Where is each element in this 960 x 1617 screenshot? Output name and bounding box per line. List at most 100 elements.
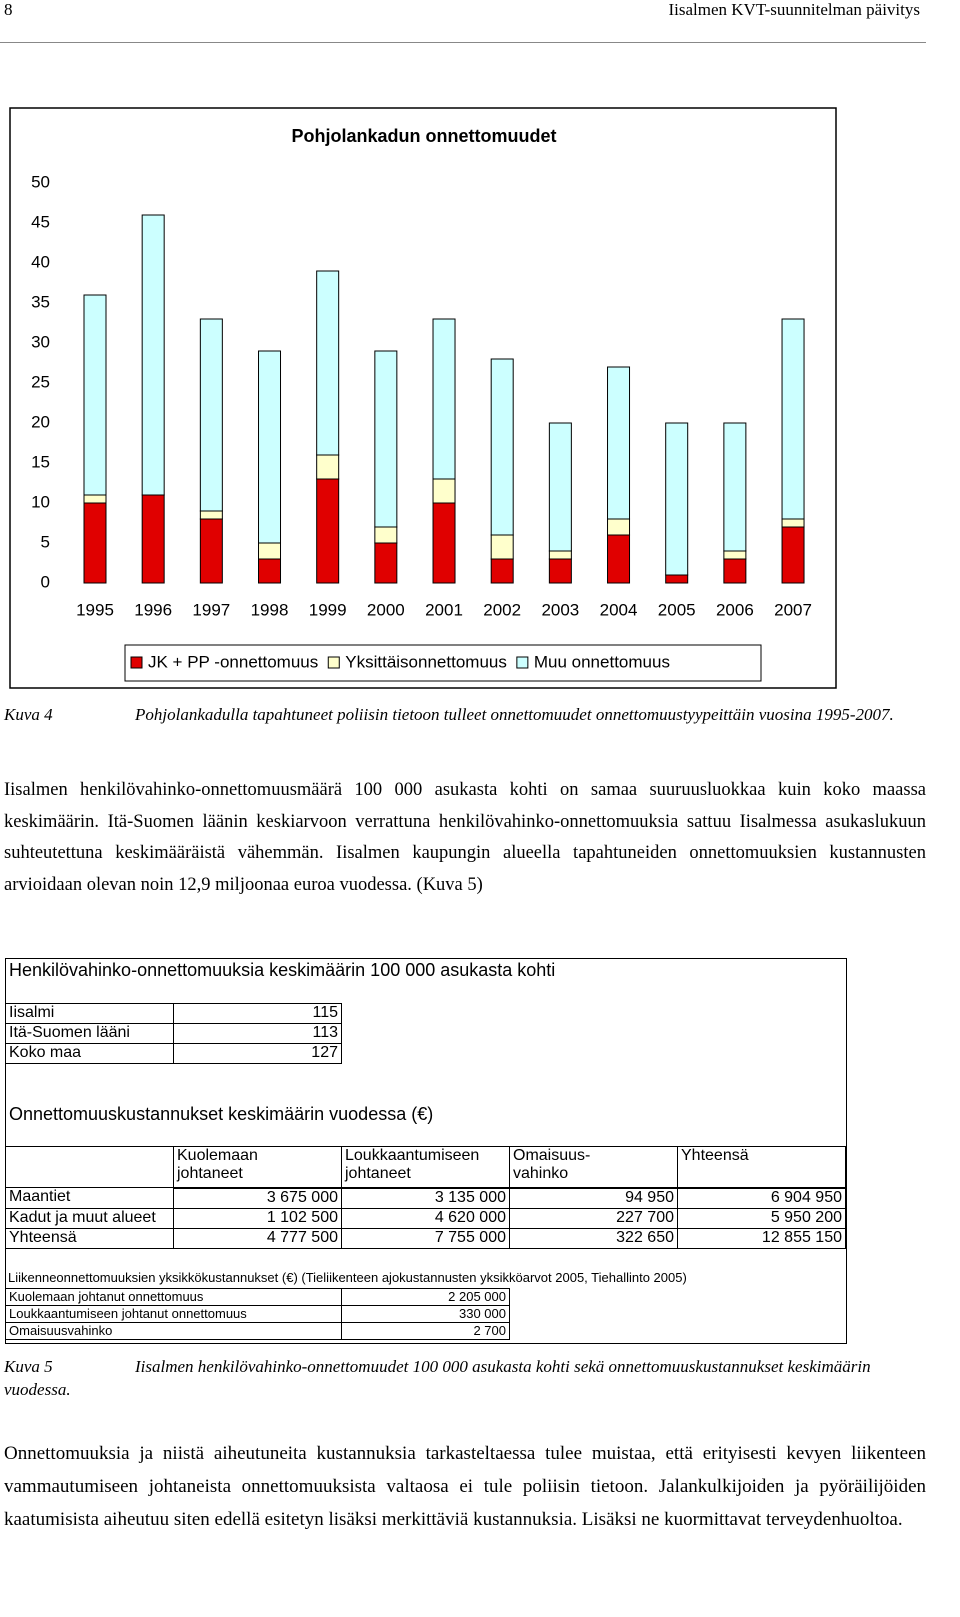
bar-segment bbox=[723, 550, 747, 560]
table-cell: 322 650 bbox=[509, 1227, 678, 1249]
table-cell: 3 675 000 bbox=[173, 1187, 342, 1209]
bar-segment bbox=[548, 422, 572, 552]
table-cell: Itä-Suomen lääni bbox=[5, 1023, 174, 1044]
table-cell: 6 904 950 bbox=[677, 1187, 846, 1209]
unit-cost-table: Kuolemaan johtanut onnettomuus 2 205 000 L… bbox=[5, 1288, 510, 1340]
bar-segment bbox=[83, 502, 107, 584]
x-tick-label: 1997 bbox=[192, 600, 230, 619]
table-row: Yhteensä 4 777 500 7 755 000 322 650 12 855 … bbox=[5, 1227, 846, 1249]
table-row: Iisalmi 115 bbox=[5, 1003, 342, 1024]
table-cell: 127 bbox=[173, 1043, 342, 1064]
table-cell: 2 700 bbox=[341, 1322, 510, 1340]
x-tick-label: 2007 bbox=[774, 600, 812, 619]
table-row: Itä-Suomen lääni 113 bbox=[5, 1023, 342, 1044]
table-cell: 115 bbox=[173, 1003, 342, 1024]
table-header-row: Kuolemaan johtaneet Loukkaantumiseen joht… bbox=[5, 1146, 846, 1189]
bar-segment bbox=[199, 510, 223, 520]
table-cell: 94 950 bbox=[509, 1187, 678, 1209]
table-row: Maantiet 3 675 000 3 135 000 94 950 6 904 95… bbox=[5, 1187, 846, 1209]
y-tick-label: 50 bbox=[31, 172, 50, 191]
table-title: Onnettomuuskustannukset keskimäärin vuod… bbox=[9, 1104, 434, 1124]
y-tick-label: 35 bbox=[31, 292, 50, 311]
table-row: Loukkaantumiseen johtanut onnettomuus 330… bbox=[5, 1305, 510, 1323]
y-tick-label: 25 bbox=[31, 372, 50, 391]
y-tick-label: 20 bbox=[31, 412, 50, 431]
table-cell bbox=[5, 1146, 174, 1188]
bar-segment bbox=[258, 350, 282, 544]
table-cell: Iisalmi bbox=[5, 1003, 174, 1024]
bar-segment bbox=[258, 542, 282, 560]
table-cell: 4 620 000 bbox=[341, 1207, 510, 1229]
table-cell: Loukkaantumiseen johtanut onnettomuus bbox=[5, 1305, 342, 1323]
x-tick-label: 1999 bbox=[309, 600, 347, 619]
bar-segment bbox=[83, 494, 107, 504]
bar-segment bbox=[781, 518, 805, 528]
table-title: Henkilövahinko-onnettomuuksia keskimääri… bbox=[9, 960, 556, 980]
table-cell: 1 102 500 bbox=[173, 1207, 342, 1229]
table-cell: 3 135 000 bbox=[341, 1187, 510, 1209]
bar-segment bbox=[316, 478, 340, 584]
table-row: Kuolemaan johtanut onnettomuus 2 205 000 bbox=[5, 1288, 510, 1306]
bar-segment bbox=[607, 366, 631, 520]
table-header-cell: Kuolemaan johtaneet bbox=[173, 1146, 342, 1189]
bar-segment bbox=[374, 542, 398, 584]
table-cell: 5 950 200 bbox=[677, 1207, 846, 1229]
bar-segment bbox=[316, 454, 340, 480]
bar-segment bbox=[432, 478, 456, 504]
x-tick-label: 2000 bbox=[367, 600, 405, 619]
legend-swatch bbox=[516, 656, 529, 669]
bar-segment bbox=[548, 550, 572, 560]
bar-segment bbox=[781, 526, 805, 584]
x-tick-label: 2006 bbox=[716, 600, 754, 619]
y-tick-label: 45 bbox=[31, 212, 50, 231]
x-tick-label: 1998 bbox=[251, 600, 289, 619]
bar-segment bbox=[723, 558, 747, 584]
legend-swatch bbox=[130, 656, 143, 669]
y-tick-label: 40 bbox=[31, 252, 50, 271]
legend-frame bbox=[124, 644, 762, 682]
bar-segment bbox=[199, 318, 223, 512]
table-row: Kadut ja muut alueet 1 102 500 4 620 000 22… bbox=[5, 1207, 846, 1229]
bar-segment bbox=[723, 422, 747, 552]
bar-segment bbox=[490, 358, 514, 536]
bar-segment bbox=[607, 534, 631, 584]
bar-segment bbox=[374, 350, 398, 528]
x-tick-label: 2005 bbox=[658, 600, 696, 619]
chart: Pohjolankadun onnettomuudet 0 5 10 15 20 25 30… bbox=[9, 107, 837, 689]
table-cell: Koko maa bbox=[5, 1043, 174, 1064]
legend-label: Muu onnettomuus bbox=[534, 652, 670, 671]
table-row: Omaisuusvahinko 2 700 bbox=[5, 1322, 510, 1340]
caption-text: Pohjolankadulla tapahtuneet poliisin tie… bbox=[135, 705, 894, 724]
y-tick-label: 0 bbox=[41, 572, 50, 591]
running-title: Iisalmen KVT-suunnitelman päivitys bbox=[668, 0, 920, 19]
x-tick-label: 2001 bbox=[425, 600, 463, 619]
table-cell: 227 700 bbox=[509, 1207, 678, 1229]
x-tick-label: 2002 bbox=[483, 600, 521, 619]
bar-segment bbox=[548, 558, 572, 584]
x-tick-label: 1995 bbox=[76, 600, 114, 619]
table-header-cell: Yhteensä bbox=[677, 1146, 846, 1189]
bar-segment bbox=[141, 494, 165, 584]
table-title: Liikenneonnettomuuksien yksikkökustannuk… bbox=[8, 1270, 687, 1285]
paragraph: Iisalmen henkilövahinko-onnettomuusmäärä… bbox=[4, 780, 926, 895]
table-cell: 4 777 500 bbox=[173, 1227, 342, 1249]
y-tick-label: 10 bbox=[31, 492, 50, 511]
bar-segment bbox=[432, 318, 456, 480]
legend-swatch bbox=[327, 656, 340, 669]
cost-table: Kuolemaan johtaneet Loukkaantumiseen joht… bbox=[5, 1146, 846, 1249]
legend-label: JK + PP -onnettomuus bbox=[148, 652, 318, 671]
table-cell: 330 000 bbox=[341, 1305, 510, 1323]
bar-segment bbox=[83, 294, 107, 496]
y-tick-label: 15 bbox=[31, 452, 50, 471]
y-tick-label: 30 bbox=[31, 332, 50, 351]
table-header-cell: Loukkaantumiseen johtaneet bbox=[341, 1146, 510, 1189]
bar-segment bbox=[490, 558, 514, 584]
x-tick-label: 2004 bbox=[600, 600, 638, 619]
caption-text: Iisalmen henkilövahinko-onnettomuudet 10… bbox=[4, 1357, 871, 1399]
caption-label: Kuva 5 bbox=[4, 1357, 53, 1376]
table-header-cell: Omaisuus- vahinko bbox=[509, 1146, 678, 1189]
table-cell: 113 bbox=[173, 1023, 342, 1044]
table-cell: 7 755 000 bbox=[341, 1227, 510, 1249]
chart-title: Pohjolankadun onnettomuudet bbox=[292, 126, 557, 146]
